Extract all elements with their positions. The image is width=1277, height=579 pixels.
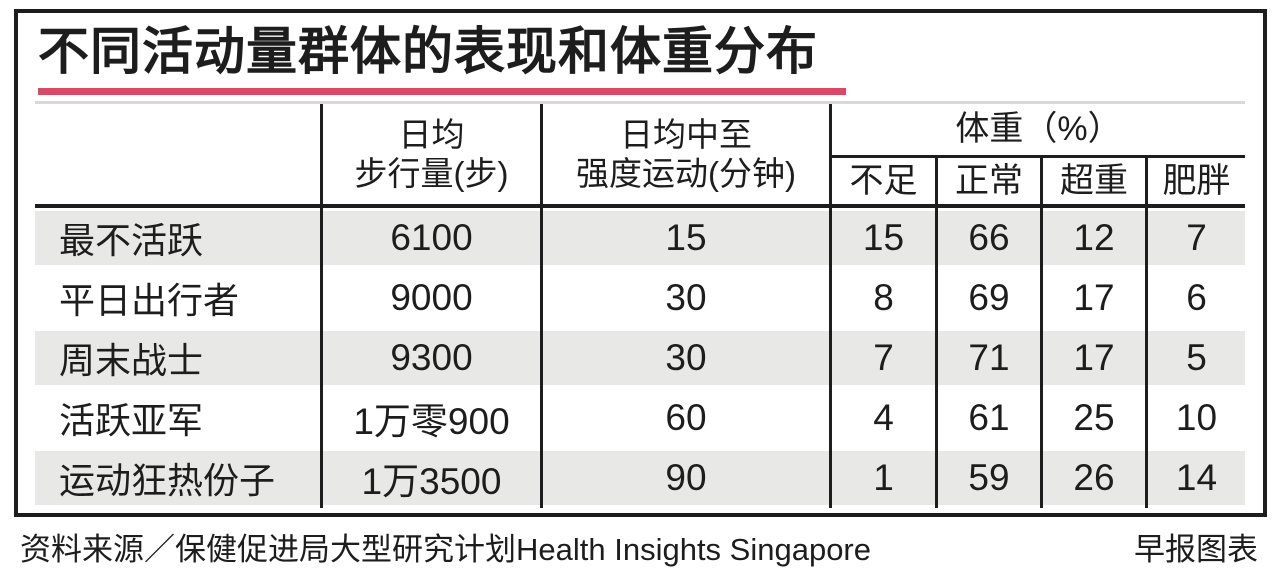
header-group-empty [35, 104, 320, 204]
infographic-frame: 不同活动量群体的表现和体重分布 日均 步行量(步) 日均中至 强度运动(分钟) … [14, 9, 1267, 517]
source-note: 资料来源／保健促进局大型研究计划Health Insights Singapor… [20, 532, 871, 567]
cell-steps: 9000 [320, 268, 540, 329]
cell-weight-underweight: 8 [873, 277, 894, 319]
cell-exercise: 60 [540, 388, 832, 449]
cell-weight-obese: 10 [1145, 388, 1245, 449]
cell-weight-obese: 14 [1145, 448, 1245, 509]
cell-weight-overweight: 17 [1040, 268, 1145, 329]
cell-steps: 1万零900 [320, 388, 540, 449]
table-body: 最不活跃 6100 15 15 66 12 7 平日出行者 9000 30 8 … [35, 208, 1245, 509]
cell-weight-underweight: 4 [873, 397, 894, 439]
cell-weight-overweight: 26 [1040, 448, 1145, 509]
cell-weight-underweight: 7 [832, 328, 935, 389]
cell-weight-normal: 61 [935, 388, 1040, 449]
chart-title: 不同活动量群体的表现和体重分布 [38, 23, 819, 80]
credit-note: 早报图表 [1134, 532, 1258, 567]
cell-weight-normal: 71 [935, 328, 1040, 389]
table-top-rule [35, 101, 1245, 105]
cell-weight-overweight: 25 [1040, 388, 1145, 449]
title-underline [38, 88, 846, 96]
row-label: 周末战士 [35, 328, 320, 389]
table-header: 日均 步行量(步) 日均中至 强度运动(分钟) 体重（%） 不足 正常 超重 肥… [35, 104, 1245, 209]
cell-weight-normal: 66 [935, 208, 1040, 269]
cell-weight-underweight: 15 [832, 208, 935, 269]
row-label: 平日出行者 [59, 280, 240, 322]
cell-steps: 1万3500 [320, 448, 540, 509]
cell-weight-obese: 5 [1145, 328, 1245, 389]
header-daily-steps: 日均 步行量(步) [320, 104, 540, 205]
footer: 资料来源／保健促进局大型研究计划Health Insights Singapor… [20, 524, 1258, 569]
cell-steps: 6100 [320, 208, 540, 269]
cell-exercise: 90 [540, 448, 832, 509]
header-weight-overweight: 超重 [1040, 155, 1145, 205]
data-table: 日均 步行量(步) 日均中至 强度运动(分钟) 体重（%） 不足 正常 超重 肥… [35, 101, 1245, 509]
cell-weight-overweight: 12 [1040, 208, 1145, 269]
header-weight-obese: 肥胖 [1145, 155, 1245, 205]
row-label: 活跃亚军 [59, 400, 204, 442]
cell-exercise: 15 [540, 208, 832, 269]
cell-weight-overweight: 17 [1040, 328, 1145, 389]
cell-steps: 9300 [320, 328, 540, 389]
header-weight-normal: 正常 [935, 155, 1040, 205]
cell-weight-normal: 69 [935, 268, 1040, 329]
cell-weight-underweight: 1 [832, 448, 935, 509]
cell-weight-obese: 7 [1145, 208, 1245, 269]
cell-exercise: 30 [540, 268, 832, 329]
row-label: 最不活跃 [35, 208, 320, 269]
header-weight-group: 体重（%） [955, 110, 1122, 149]
cell-weight-normal: 59 [935, 448, 1040, 509]
row-label: 运动狂热份子 [35, 448, 320, 509]
cell-exercise: 30 [540, 328, 832, 389]
header-weight-underweight: 不足 [832, 155, 935, 204]
cell-weight-obese: 6 [1145, 268, 1245, 329]
header-daily-exercise: 日均中至 强度运动(分钟) [540, 104, 832, 205]
